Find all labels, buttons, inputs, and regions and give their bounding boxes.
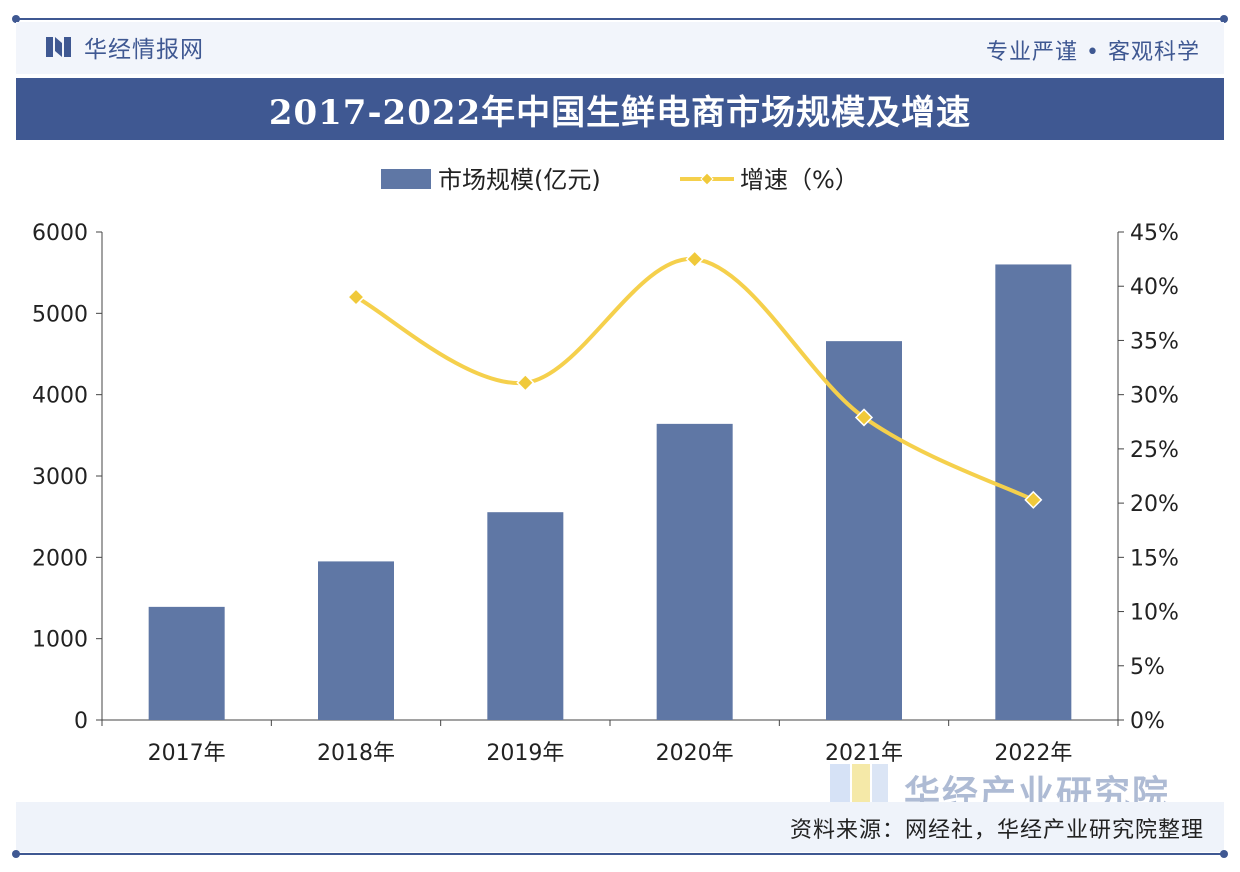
brand: 华经情报网 (44, 30, 204, 64)
right-tick-label: 0% (1130, 709, 1165, 734)
right-tick-label: 45% (1130, 221, 1179, 246)
bar (318, 561, 394, 720)
brand-name: 华经情报网 (84, 37, 204, 63)
right-tick-label: 10% (1130, 601, 1179, 626)
top-left-dot (12, 15, 20, 23)
growth-marker (516, 373, 535, 392)
bottom-border-line (16, 853, 1224, 855)
chart-title: 2017-2022年中国生鲜电商市场规模及增速 (268, 92, 972, 133)
bar (826, 341, 902, 720)
footer-bar (16, 802, 1224, 852)
top-border-line (16, 18, 1224, 20)
right-tick-label: 30% (1130, 384, 1179, 409)
bar (148, 606, 225, 720)
right-tick-label: 25% (1130, 438, 1179, 463)
bottom-left-dot (12, 850, 20, 858)
growth-marker (685, 250, 704, 269)
left-tick-label: 4000 (32, 384, 88, 409)
brand-logo-icon (46, 37, 71, 57)
left-tick-label: 3000 (32, 465, 88, 490)
x-tick-label: 2019年 (486, 741, 564, 766)
legend-bar-swatch (381, 169, 431, 189)
right-tick-label: 35% (1130, 329, 1179, 354)
legend-line-marker (700, 172, 714, 186)
source-note: 资料来源：网经社，华经产业研究院整理 (789, 818, 1204, 843)
header-bar (16, 22, 1224, 74)
right-tick-label: 20% (1130, 492, 1179, 517)
right-tick-label: 5% (1130, 655, 1165, 680)
left-tick-label: 2000 (32, 546, 88, 571)
x-tick-label: 2022年 (994, 741, 1072, 766)
top-right-dot (1220, 15, 1228, 23)
legend: 市场规模(亿元) 增速（%） (381, 166, 859, 194)
left-tick-label: 5000 (32, 302, 88, 327)
left-tick-label: 6000 (32, 221, 88, 246)
bottom-right-dot (1220, 850, 1228, 858)
plot-area: 0 1000 2000 3000 4000 5000 6000 0% 5% 10% 15% 20% 25… (32, 221, 1179, 766)
legend-bar-label: 市场规模(亿元) (438, 166, 601, 194)
growth-marker (854, 408, 874, 427)
bar (656, 423, 733, 720)
title-bar: 2017-2022年中国生鲜电商市场规模及增速 (16, 78, 1224, 140)
legend-line-label: 增速（%） (740, 166, 859, 194)
growth-marker (1024, 490, 1043, 509)
right-tick-label: 40% (1130, 275, 1179, 300)
x-tick-label: 2018年 (317, 741, 395, 766)
left-tick-label: 0 (74, 709, 88, 734)
left-tick-label: 1000 (32, 628, 88, 653)
x-tick-label: 2017年 (148, 741, 226, 766)
bar (487, 512, 564, 720)
growth-marker (346, 288, 366, 307)
right-tick-label: 15% (1130, 546, 1179, 571)
x-tick-label: 2021年 (825, 741, 903, 766)
slogan: 专业严谨 • 客观科学 (986, 40, 1200, 65)
x-tick-label: 2020年 (656, 741, 734, 766)
